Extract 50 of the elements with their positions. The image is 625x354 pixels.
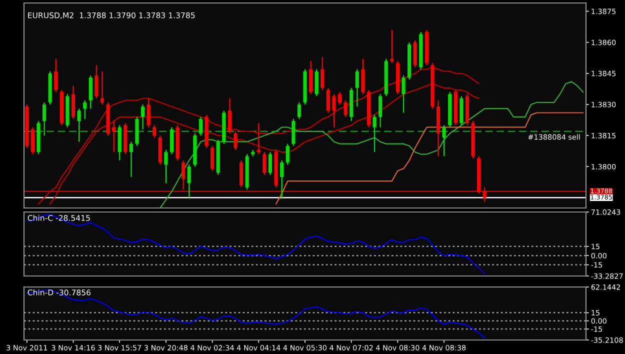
candlestick — [292, 118, 296, 146]
candlestick — [187, 164, 191, 198]
candlestick — [198, 116, 203, 136]
candlestick — [413, 40, 417, 68]
candlestick — [378, 94, 382, 128]
candlestick — [239, 160, 244, 188]
candlestick — [54, 58, 58, 93]
candlestick — [30, 126, 34, 155]
candlestick — [71, 85, 76, 120]
candlestick — [355, 68, 359, 108]
candlestick — [280, 160, 284, 198]
candlestick — [88, 74, 92, 110]
candlestick — [234, 130, 238, 151]
candlestick — [338, 91, 342, 106]
candlestick — [42, 102, 46, 136]
candlestick — [100, 70, 104, 106]
candlestick — [262, 152, 266, 176]
candlestick — [170, 126, 174, 155]
candlestick — [94, 64, 98, 99]
line-series — [26, 214, 486, 274]
line-series — [160, 81, 584, 208]
candlestick — [228, 98, 232, 134]
candlestick — [140, 104, 145, 130]
line-series — [26, 289, 486, 338]
candlestick — [77, 108, 81, 142]
candlestick — [372, 114, 376, 153]
candlestick — [442, 124, 446, 157]
candlestick — [112, 120, 116, 153]
candlestick — [332, 94, 336, 128]
candlestick — [361, 58, 365, 95]
candlestick — [146, 98, 150, 128]
candlestick — [309, 60, 313, 95]
candlestick — [286, 143, 290, 166]
candlestick — [320, 56, 324, 91]
candlestick — [344, 100, 348, 118]
candlestick — [268, 152, 272, 176]
candlestick — [129, 141, 133, 178]
candlestick — [326, 87, 330, 114]
candlestick — [83, 100, 87, 120]
candlestick — [482, 186, 486, 202]
candlestick — [297, 102, 301, 120]
candlestick — [210, 145, 214, 172]
candlestick — [402, 74, 406, 114]
candlestick — [182, 160, 186, 190]
candlestick — [314, 68, 318, 97]
candlestick — [256, 122, 260, 155]
candlestick — [152, 124, 156, 138]
candlestick — [390, 29, 394, 64]
line-series — [275, 112, 584, 204]
candlestick — [164, 149, 168, 184]
